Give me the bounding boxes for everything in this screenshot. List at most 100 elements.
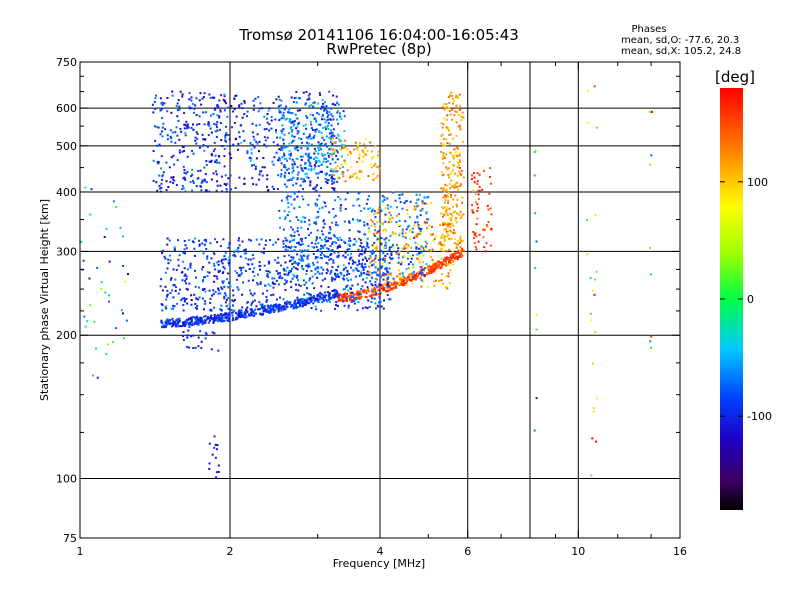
data-point (212, 172, 215, 175)
data-point (259, 170, 261, 173)
data-point (390, 220, 393, 223)
data-point (307, 263, 310, 266)
data-point (371, 277, 374, 280)
data-point (214, 154, 217, 157)
data-point (448, 129, 450, 132)
data-point (385, 290, 387, 292)
data-point (361, 285, 364, 288)
data-point (449, 133, 452, 136)
data-point (152, 179, 155, 182)
data-point (255, 183, 258, 186)
data-point (408, 216, 411, 219)
data-point (320, 293, 323, 296)
data-point (260, 238, 263, 241)
data-point (371, 252, 374, 255)
data-point (206, 255, 209, 258)
data-point (489, 207, 492, 210)
data-point (308, 219, 311, 222)
data-point (318, 143, 321, 146)
data-point (209, 242, 212, 245)
data-point (374, 257, 377, 260)
data-point (291, 267, 293, 270)
data-point (366, 277, 368, 280)
data-point (326, 160, 329, 163)
data-point (388, 248, 391, 251)
data-point (195, 131, 198, 134)
data-point (164, 322, 167, 325)
data-point (280, 309, 283, 312)
data-point (425, 273, 428, 276)
data-point (195, 297, 198, 300)
data-points (80, 85, 654, 479)
data-point (448, 217, 450, 220)
data-point (533, 212, 536, 215)
data-point (257, 273, 259, 276)
data-point (165, 324, 168, 327)
data-point (440, 187, 443, 190)
data-point (282, 308, 285, 311)
data-point (321, 245, 324, 248)
data-point (323, 244, 326, 247)
data-point (338, 140, 341, 143)
data-point (204, 300, 207, 303)
data-point (214, 316, 217, 319)
data-point (420, 228, 423, 230)
data-point (423, 274, 426, 277)
data-point (184, 324, 186, 327)
data-point (305, 303, 307, 306)
data-point (367, 246, 370, 249)
data-point (328, 136, 331, 139)
data-point (299, 238, 302, 241)
data-point (336, 170, 339, 173)
data-point (181, 279, 184, 282)
data-point (241, 240, 244, 243)
data-point (189, 181, 192, 183)
data-point (294, 148, 297, 151)
data-point (327, 107, 330, 110)
data-point (450, 171, 453, 174)
data-point (371, 284, 374, 287)
data-point (381, 262, 384, 265)
data-point (358, 293, 360, 296)
data-point (265, 299, 268, 302)
data-point (324, 296, 327, 299)
data-point (312, 101, 315, 104)
data-point (183, 274, 186, 277)
data-point (308, 302, 310, 305)
data-point (195, 316, 198, 319)
data-point (322, 220, 325, 223)
data-point (415, 247, 418, 250)
data-point (460, 119, 463, 121)
data-point (192, 123, 194, 126)
data-point (218, 116, 221, 119)
data-point (309, 113, 312, 116)
data-point (340, 204, 342, 207)
data-point (251, 263, 254, 266)
data-point (324, 125, 327, 128)
data-point (472, 237, 475, 240)
data-point (287, 271, 290, 274)
data-point (317, 141, 320, 144)
data-point (357, 192, 360, 195)
data-point (335, 149, 338, 152)
data-point (213, 148, 216, 151)
data-point (476, 172, 479, 175)
data-point (161, 309, 164, 312)
data-point (442, 258, 445, 261)
data-point (409, 261, 412, 263)
data-point (325, 172, 328, 175)
data-point (344, 146, 347, 149)
data-point (167, 262, 170, 265)
data-point (316, 266, 319, 269)
data-point (392, 232, 394, 235)
data-point (173, 305, 176, 308)
data-point (171, 317, 174, 320)
data-point (367, 257, 370, 260)
data-point (447, 272, 450, 275)
data-point (187, 126, 190, 129)
data-point (458, 113, 461, 116)
data-point (160, 108, 163, 111)
data-point (331, 266, 334, 268)
data-point (587, 121, 590, 124)
data-point (228, 286, 231, 289)
